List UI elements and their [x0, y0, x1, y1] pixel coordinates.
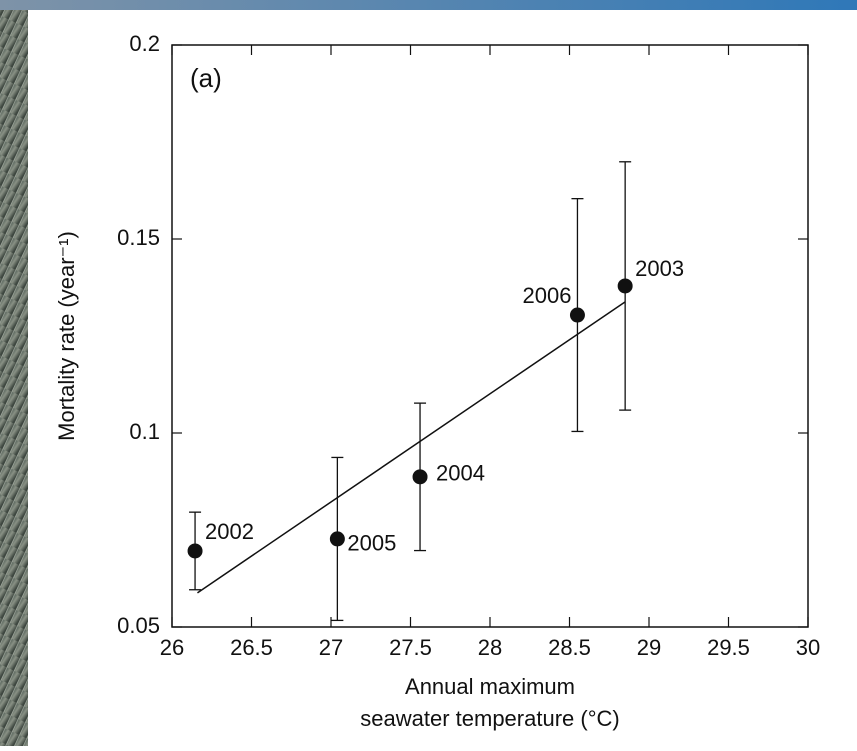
x-axis-label: Annual maximum: [405, 674, 575, 699]
y-tick-label: 0.2: [129, 31, 160, 56]
x-axis-label: seawater temperature (°C): [360, 706, 619, 731]
point-label: 2005: [347, 531, 396, 556]
x-tick-label: 26: [160, 635, 184, 660]
panel: [28, 10, 857, 746]
x-tick-label: 27.5: [389, 635, 432, 660]
point: [412, 469, 428, 485]
x-tick-label: 27: [319, 635, 343, 660]
x-tick-label: 29: [637, 635, 661, 660]
y-axis-label: Mortality rate (year⁻¹): [54, 231, 79, 441]
point: [569, 307, 585, 323]
point-label: 2004: [436, 461, 485, 486]
point: [617, 278, 633, 294]
fit-line: [197, 301, 626, 594]
x-tick-label: 29.5: [707, 635, 750, 660]
x-tick-label: 28.5: [548, 635, 591, 660]
y-tick-label: 0.1: [129, 419, 160, 444]
point-label: 2006: [522, 283, 571, 308]
point-label: 2002: [205, 519, 254, 544]
point-label: 2003: [635, 256, 684, 281]
x-tick-label: 28: [478, 635, 502, 660]
y-tick-label: 0.05: [117, 613, 160, 638]
point: [187, 543, 203, 559]
panel-label: (a): [190, 63, 222, 93]
x-tick-label: 26.5: [230, 635, 273, 660]
x-tick-label: 30: [796, 635, 820, 660]
point: [329, 531, 345, 547]
y-tick-label: 0.15: [117, 225, 160, 250]
background-band: [0, 0, 857, 10]
